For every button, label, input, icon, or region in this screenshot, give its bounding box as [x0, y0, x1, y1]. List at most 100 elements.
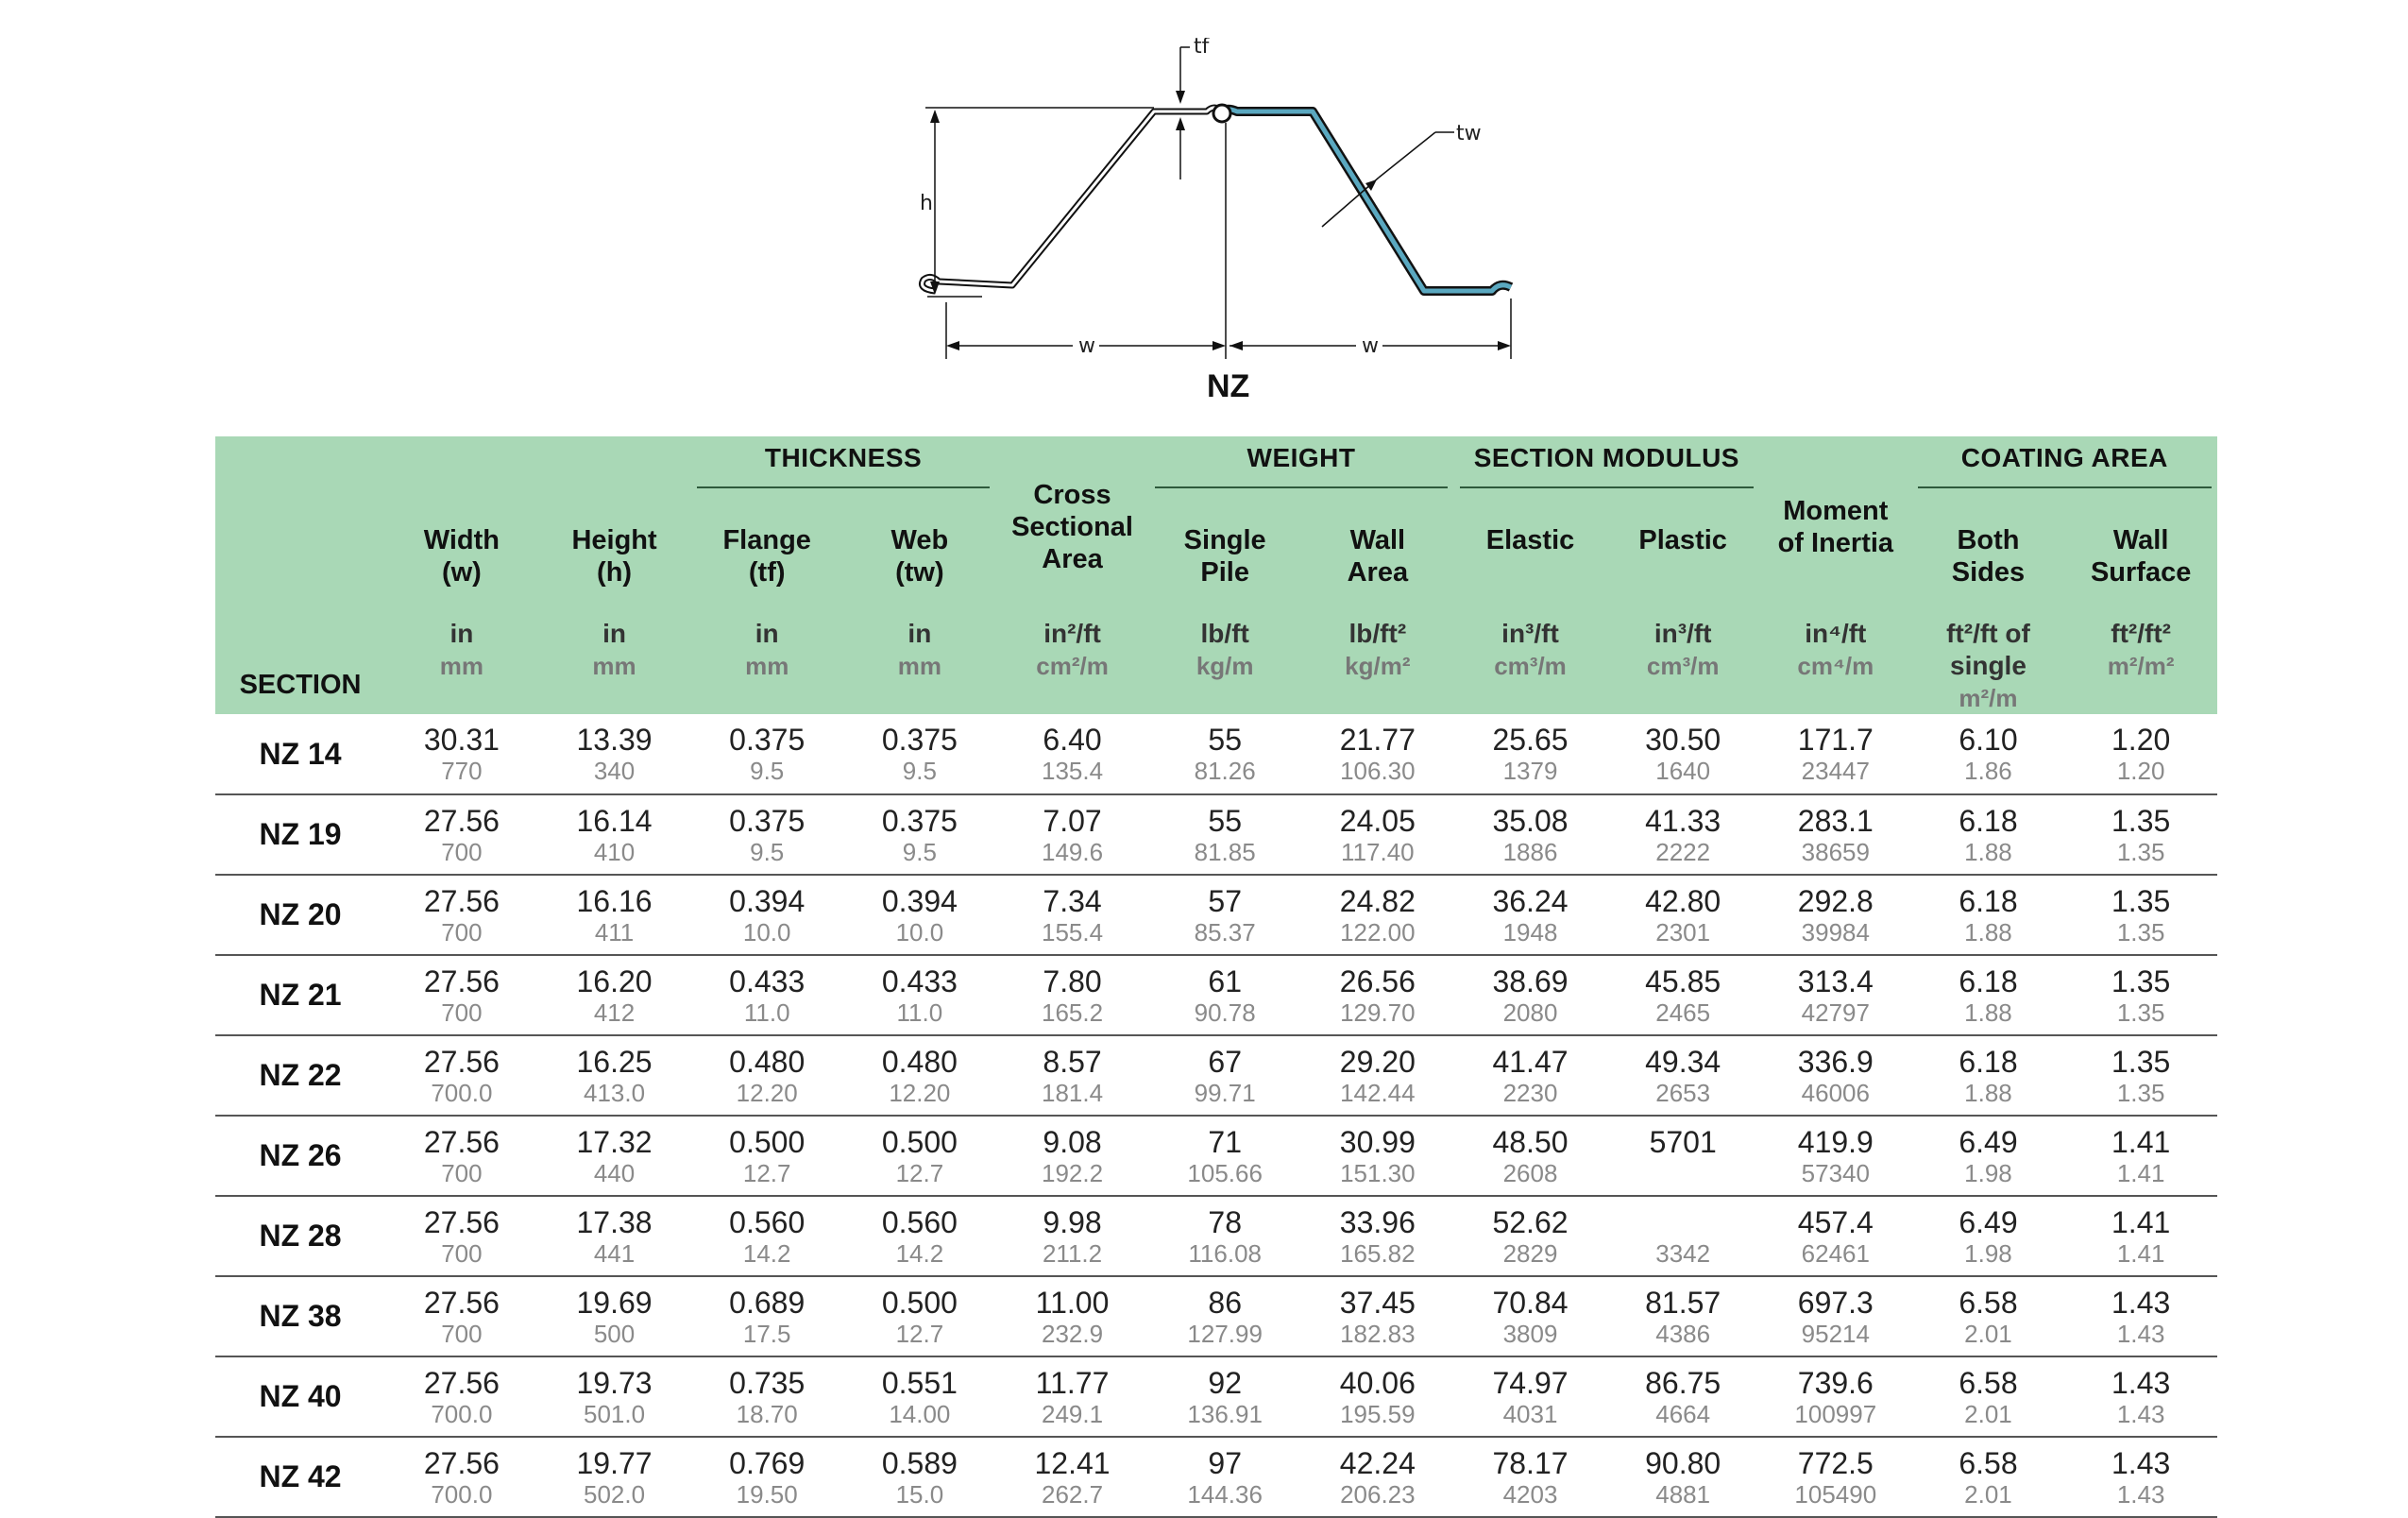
col-cross-sectional-area: Cross Sectional Area [995, 436, 1149, 618]
value-cell: 0.480 12.20 [729, 1044, 805, 1107]
value-cell: 36.24 1948 [1492, 883, 1569, 947]
label-h: h [920, 192, 933, 215]
unit-cell: lb/ft² kg/m² [1301, 618, 1454, 714]
group-thickness: THICKNESS [690, 436, 996, 495]
value-cell: 283.1 38659 [1797, 803, 1874, 866]
value-cell: 42.80 2301 [1645, 883, 1721, 947]
value-cell: 81.57 4386 [1645, 1285, 1721, 1348]
unit-cell: in mm [690, 618, 844, 714]
value-cell: 0.394 10.0 [729, 883, 805, 947]
col-height: Height (h) [537, 495, 691, 618]
value-cell: 12.41 262.7 [1034, 1445, 1111, 1509]
value-cell: 0.560 14.2 [881, 1204, 958, 1268]
value-cell: 0.500 12.7 [881, 1285, 958, 1348]
table-row: NZ 38 27.56 700 19.69 500 0.689 17.5 0.500 12.7 1… [215, 1276, 2217, 1356]
value-cell: 1.35 1.35 [2111, 883, 2171, 947]
value-cell: 0.480 12.20 [881, 1044, 958, 1107]
value-cell: 37.45 182.83 [1339, 1285, 1416, 1348]
diagram-title: NZ [1207, 368, 1249, 404]
section-name: NZ 19 [259, 817, 342, 851]
value-cell: 27.56 700.0 [423, 1044, 500, 1107]
value-cell: 6.49 1.98 [1959, 1124, 2018, 1187]
value-cell: 1.41 1.41 [2111, 1204, 2171, 1268]
section-name: NZ 42 [259, 1459, 342, 1493]
table-row: NZ 22 27.56 700.0 16.25 413.0 0.480 12.20 0.480… [215, 1035, 2217, 1116]
value-cell: 55 81.26 [1194, 723, 1256, 785]
value-cell: 772.5 105490 [1794, 1445, 1877, 1509]
value-cell: 457.4 62461 [1797, 1204, 1874, 1268]
table-row: NZ 28 27.56 700 17.38 441 0.560 14.2 0.560 14.2 9… [215, 1196, 2217, 1276]
nz-section-diagram: h tf tw w w NZ [919, 38, 1514, 404]
col-single-pile: Single Pile [1148, 495, 1302, 618]
value-cell: 40.06 195.59 [1339, 1365, 1416, 1428]
section-name: NZ 28 [259, 1219, 342, 1253]
value-cell: 1.35 1.35 [2111, 803, 2171, 866]
value-cell: 3342 [1655, 1238, 1711, 1268]
group-section-modulus: SECTION MODULUS [1453, 436, 1759, 495]
value-cell: 97 144.36 [1187, 1445, 1263, 1509]
value-cell: 16.25 413.0 [576, 1044, 653, 1107]
value-cell: 0.689 17.5 [729, 1285, 805, 1348]
group-weight: WEIGHT [1148, 436, 1454, 495]
value-cell: 24.05 117.40 [1339, 803, 1416, 866]
value-cell: 52.62 2829 [1492, 1204, 1569, 1268]
value-cell: 6.18 1.88 [1959, 1044, 2018, 1107]
value-cell: 86 127.99 [1187, 1285, 1263, 1348]
value-cell: 57 85.37 [1194, 883, 1256, 947]
value-cell: 336.9 46006 [1797, 1044, 1874, 1107]
value-cell: 16.20 412 [576, 964, 653, 1027]
value-cell: 0.433 11.0 [881, 964, 958, 1027]
unit-cell: in mm [385, 618, 538, 714]
value-cell: 45.85 2465 [1645, 964, 1721, 1027]
value-cell: 419.9 57340 [1797, 1124, 1874, 1187]
value-cell: 1.43 1.43 [2111, 1365, 2171, 1428]
value-cell: 25.65 1379 [1492, 723, 1569, 785]
value-cell: 55 81.85 [1194, 803, 1256, 866]
value-cell: 9.08 192.2 [1041, 1124, 1104, 1187]
value-cell: 0.433 11.0 [729, 964, 805, 1027]
table-row: NZ 40 27.56 700.0 19.73 501.0 0.735 18.70 0.551… [215, 1356, 2217, 1437]
value-cell: 1.35 1.35 [2111, 1044, 2171, 1107]
value-cell: 0.375 9.5 [729, 723, 805, 785]
section-name: NZ 26 [259, 1138, 342, 1172]
value-cell: 0.551 14.00 [881, 1365, 958, 1428]
section-name: NZ 14 [259, 736, 342, 771]
section-header: SECTION [215, 436, 386, 714]
value-cell: 90.80 4881 [1645, 1445, 1721, 1509]
value-cell: 71 105.66 [1187, 1124, 1263, 1187]
value-cell: 11.00 232.9 [1035, 1285, 1110, 1348]
value-cell: 27.56 700 [423, 1285, 500, 1348]
col-width: Width (w) [385, 495, 538, 618]
value-cell: 19.69 500 [576, 1285, 653, 1348]
section-name: NZ 22 [259, 1058, 342, 1092]
value-cell: 92 136.91 [1187, 1365, 1263, 1428]
value-cell: 0.500 12.7 [729, 1124, 805, 1187]
value-cell: 27.56 700 [423, 964, 500, 1027]
table-row: NZ 14 30.31 770 13.39 340 0.375 9.5 0.375 9.5 6.4… [215, 714, 2217, 794]
value-cell: 11.77 249.1 [1035, 1365, 1110, 1428]
value-cell: 41.47 2230 [1492, 1044, 1569, 1107]
value-cell: 6.49 1.98 [1959, 1204, 2018, 1268]
table-row: NZ 19 27.56 700 16.14 410 0.375 9.5 0.375 9.5 7.0… [215, 794, 2217, 875]
value-cell: 74.97 4031 [1492, 1365, 1569, 1428]
value-cell: 1.41 1.41 [2111, 1124, 2171, 1187]
value-cell: 0.375 9.5 [881, 723, 958, 785]
value-cell: 7.80 165.2 [1041, 964, 1104, 1027]
value-cell: 42.24 206.23 [1339, 1445, 1416, 1509]
section-name: NZ 40 [259, 1379, 342, 1413]
unit-cell: in²/ft cm²/m [995, 618, 1149, 714]
value-cell: 0.375 9.5 [729, 803, 805, 866]
value-cell: 0.589 15.0 [881, 1445, 958, 1509]
table-row: NZ 26 27.56 700 17.32 440 0.500 12.7 0.500 12.7 9… [215, 1116, 2217, 1196]
value-cell: 9.98 211.2 [1042, 1204, 1103, 1268]
unit-cell: in mm [843, 618, 996, 714]
value-cell: 0.560 14.2 [729, 1204, 805, 1268]
col-web: Web (tw) [843, 495, 996, 618]
value-cell: 19.77 502.0 [576, 1445, 653, 1509]
value-cell: 27.56 700 [423, 1124, 500, 1187]
value-cell: 6.18 1.88 [1959, 803, 2018, 866]
value-cell: 24.82 122.00 [1339, 883, 1416, 947]
unit-cell: ft²/ft² m²/m² [2064, 618, 2217, 714]
value-cell: 17.38 441 [576, 1204, 653, 1268]
unit-cell: lb/ft kg/m [1148, 618, 1302, 714]
